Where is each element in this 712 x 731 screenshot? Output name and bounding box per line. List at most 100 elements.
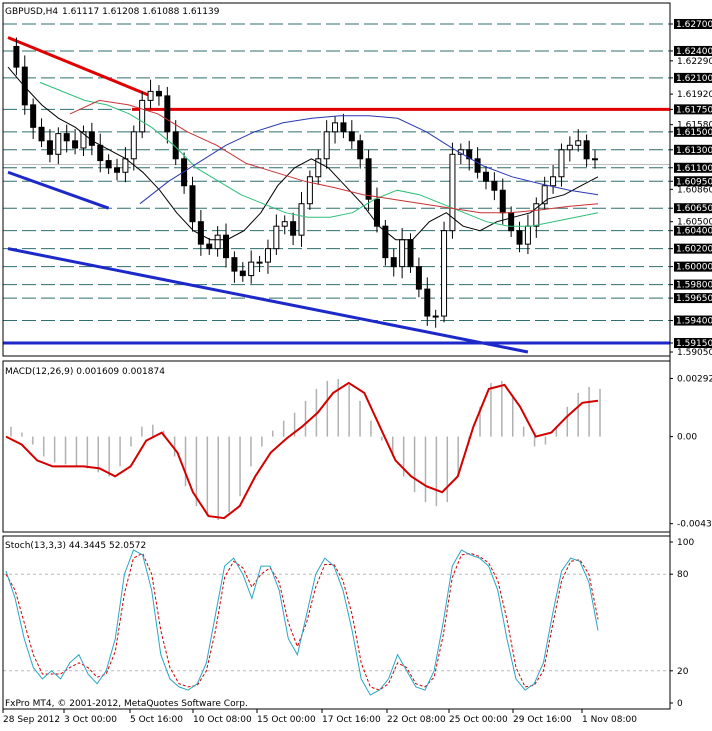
candle [424,277,431,326]
candle [315,149,322,185]
stoch-tick-label: 20 [677,667,689,677]
price-panel-title: GBPUSD,H4 [5,7,58,17]
stoch-panel-title: Stoch(13,3,3) 44.3445 52.0572 [5,541,146,551]
candle [533,197,540,238]
price-level-badge-label: 1.59400 [676,317,712,327]
candle-body [197,221,204,245]
price-level-badge-box [674,225,712,236]
candle [281,215,288,235]
price-level-badge: 1.60400 [674,225,712,237]
candle [206,237,213,255]
candle [273,214,280,255]
candle [114,158,121,181]
price-level-badge: 1.60200 [674,243,712,255]
price-level-badge-label: 1.59800 [676,281,712,291]
price-level-badge-box [674,315,712,326]
candle [214,226,221,257]
candle-body [55,133,62,155]
macd-panel-title: MACD(12,26,9) 0.001609 0.001874 [5,367,165,377]
price-level-badge-box [674,176,712,187]
candle [147,79,154,109]
price-level-badge: 1.61500 [674,126,712,138]
candle-body [382,225,389,259]
candle [558,143,565,187]
candle [591,149,599,169]
candle [575,129,582,152]
price-level-badge: 1.61100 [674,162,712,174]
candle [264,239,271,274]
price-tick-label: 1.59050 [677,348,712,358]
candle-body [122,158,129,173]
candle [189,176,196,232]
candle [390,248,397,277]
price-level-badge: 1.61750 [674,104,712,115]
price-level-badge: 1.62700 [674,18,712,30]
candle [550,165,557,194]
candle-body [332,122,339,133]
candle-body [164,95,171,133]
price-level-badge-box [674,72,712,83]
candle-body [214,234,221,250]
candle [46,129,53,163]
price-level-badge: 1.60650 [674,203,712,214]
candle-body [432,315,439,318]
price-tick-label: 1.61580 [677,121,712,131]
price-level-badge: 1.59650 [674,293,712,304]
price-level-badge-label: 1.60400 [676,227,712,237]
candle [466,140,473,171]
candle-body [248,261,255,277]
candle [231,251,238,283]
price-level-badge-label: 1.61100 [676,164,712,174]
candle-body [72,140,79,149]
candle [306,170,313,211]
candle [239,262,246,282]
x-tick-label: 5 Oct 16:00 [130,715,183,725]
price-level-badge-box [674,338,712,349]
candle-body [181,158,188,187]
price-level-badge-label: 1.60000 [676,263,712,273]
stoch-tick-label: 100 [677,538,694,548]
x-tick-label: 1 Nov 08:00 [582,715,637,725]
candle-body [491,180,498,191]
moving-average-1 [39,81,599,227]
candle-body [533,203,540,227]
candle [491,172,498,201]
candle-body [575,140,582,146]
stoch-tick-label: 80 [677,570,689,580]
candle [432,309,439,328]
candle-body [508,212,515,232]
candle-body [348,131,355,142]
stoch-tick-label: 0 [677,699,683,709]
price-level-badge: 1.59800 [674,279,712,291]
price-level-badge: 1.60000 [674,261,712,273]
candle-body [424,288,431,317]
price-tick-label: 1.60500 [677,218,712,228]
price-level-badge-label: 1.61500 [676,128,712,138]
candle-body [105,160,112,169]
x-tick-label: 15 Oct 00:00 [257,715,316,725]
price-tick-label: 1.60860 [677,185,712,195]
candle [38,118,45,148]
candle [72,129,79,155]
macd-tick-label: 0.00 [677,433,697,443]
candle [332,116,339,144]
candle [248,250,255,284]
macd-signal-line [5,381,599,520]
candle [373,187,380,233]
price-tick-label: 1.62290 [677,57,712,67]
candle [164,86,171,144]
price-level-badge-box [674,162,712,173]
candle-body [38,126,45,142]
candle-body [550,176,557,187]
candle-body [323,131,330,160]
candle [583,134,590,167]
price-level-badge: 1.61300 [674,144,712,156]
candle [382,219,389,266]
candle [482,165,489,190]
trendline-1 [7,170,110,210]
price-level-badge-box [674,203,712,214]
candle-body [239,270,246,277]
price-level-badge-box [674,104,712,115]
candle-body [474,158,481,173]
